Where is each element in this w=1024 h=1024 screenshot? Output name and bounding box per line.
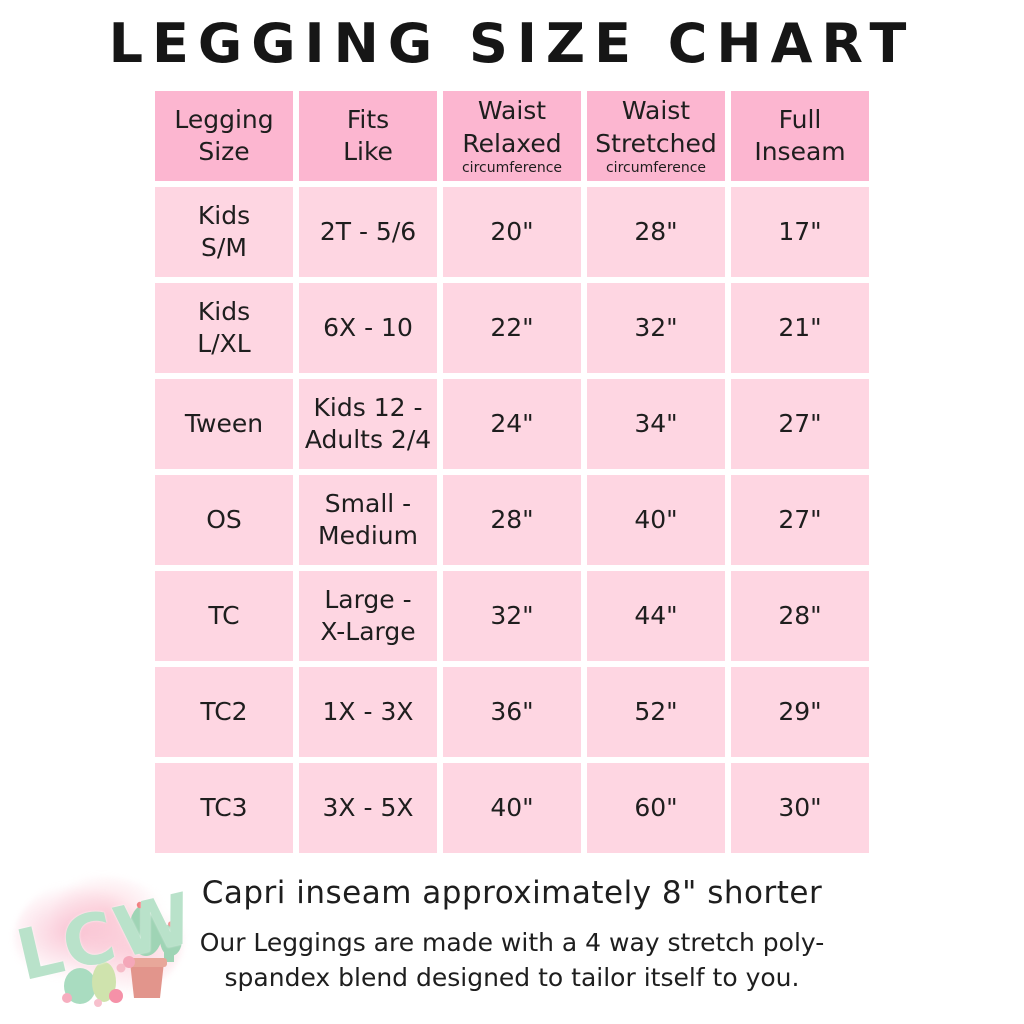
material-note: Our Leggings are made with a 4 way stret… <box>199 928 825 992</box>
size-table: Legging Size Fits Like Waist Relaxed cir… <box>155 91 869 853</box>
table-cell: Tween <box>155 379 293 469</box>
header-cell-waist-stretched: Waist Stretched circumference <box>587 91 725 181</box>
page-title: LEGGING SIZE CHART <box>108 12 916 75</box>
header-cell-legging-size: Legging Size <box>155 91 293 181</box>
table-cell: 44" <box>587 571 725 661</box>
footer-notes: Capri inseam approximately 8" shorter Ou… <box>0 875 1024 995</box>
header-cell-full-inseam: Full Inseam <box>731 91 869 181</box>
table-cell: Kids L/XL <box>155 283 293 373</box>
table-cell: 60" <box>587 763 725 853</box>
table-cell: 28" <box>731 571 869 661</box>
header-label: Full Inseam <box>754 104 846 167</box>
table-cell: 6X - 10 <box>299 283 437 373</box>
table-cell: TC2 <box>155 667 293 757</box>
table-cell: 28" <box>443 475 581 565</box>
table-cell: Kids S/M <box>155 187 293 277</box>
header-label: Fits Like <box>343 104 393 167</box>
header-label: Legging Size <box>174 104 274 167</box>
table-cell: 27" <box>731 379 869 469</box>
table-cell: 29" <box>731 667 869 757</box>
table-cell: 40" <box>587 475 725 565</box>
header-cell-waist-relaxed: Waist Relaxed circumference <box>443 91 581 181</box>
table-cell: 34" <box>587 379 725 469</box>
table-cell: 20" <box>443 187 581 277</box>
table-cell: Small - Medium <box>299 475 437 565</box>
table-cell: 40" <box>443 763 581 853</box>
table-cell: 32" <box>587 283 725 373</box>
table-cell: 21" <box>731 283 869 373</box>
table-cell: 28" <box>587 187 725 277</box>
table-cell: 3X - 5X <box>299 763 437 853</box>
header-subtext: circumference <box>605 160 707 177</box>
table-cell: 52" <box>587 667 725 757</box>
table-cell: Large - X-Large <box>299 571 437 661</box>
header-cell-fits-like: Fits Like <box>299 91 437 181</box>
header-subtext: circumference <box>461 160 563 177</box>
header-label: Waist Stretched <box>595 96 717 158</box>
cactus-icon <box>62 901 182 1007</box>
table-cell: Kids 12 - Adults 2/4 <box>299 379 437 469</box>
table-cell: 32" <box>443 571 581 661</box>
table-cell: 1X - 3X <box>299 667 437 757</box>
table-cell: 17" <box>731 187 869 277</box>
table-cell: 2T - 5/6 <box>299 187 437 277</box>
table-cell: 22" <box>443 283 581 373</box>
capri-inseam-note: Capri inseam approximately 8" shorter <box>201 875 823 911</box>
table-cell: 36" <box>443 667 581 757</box>
table-cell: 24" <box>443 379 581 469</box>
table-cell: OS <box>155 475 293 565</box>
table-cell: 27" <box>731 475 869 565</box>
table-cell: TC <box>155 571 293 661</box>
table-cell: 30" <box>731 763 869 853</box>
table-cell: TC3 <box>155 763 293 853</box>
lcw-logo: LCW <box>8 858 202 1018</box>
header-label: Waist Relaxed <box>462 96 562 158</box>
